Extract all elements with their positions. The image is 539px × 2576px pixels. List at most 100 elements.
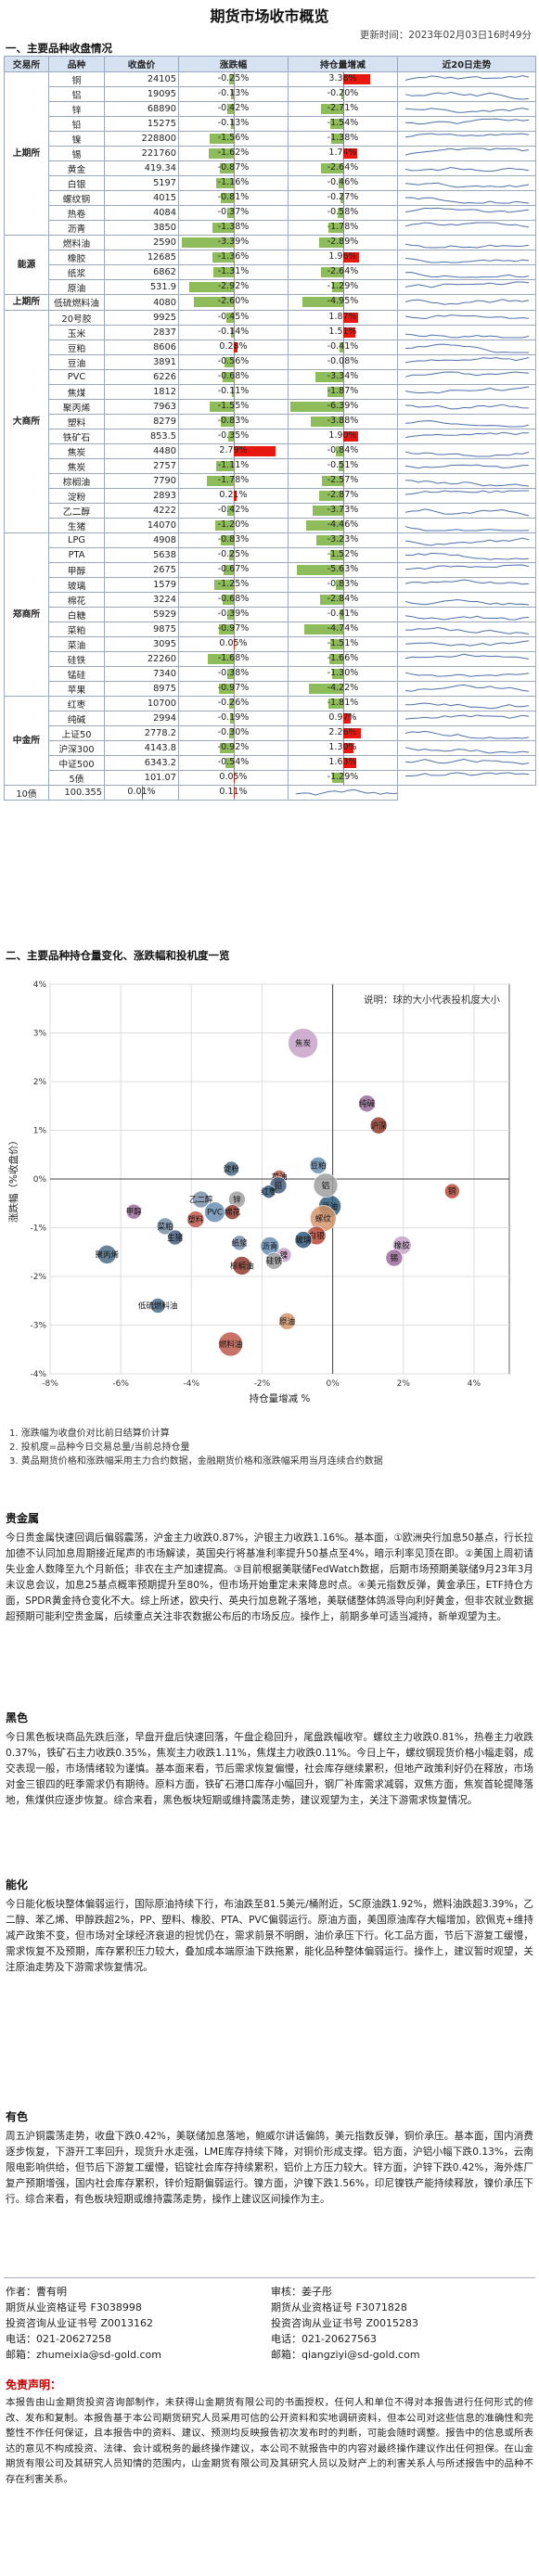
change-value: -0.87% xyxy=(217,162,250,173)
trend-sparkline xyxy=(288,785,398,801)
change-value: -1.31% xyxy=(217,266,250,276)
product-name: 沥青 xyxy=(48,220,105,236)
trend-line xyxy=(295,788,397,796)
table-row: 能源 燃料油 2590 -3.39% -2.89% xyxy=(4,235,536,295)
reviewer-email[interactable]: 邮箱：qiangziyi@sd-gold.com xyxy=(271,2349,420,2361)
change-cell: -1.20% xyxy=(178,518,289,533)
trend-line xyxy=(404,552,530,560)
trend-line xyxy=(404,166,530,173)
position-bar xyxy=(312,506,343,516)
change-cell: -0.83% xyxy=(178,532,289,548)
product-name: 20号胶 xyxy=(48,310,105,326)
position-cell: -1.54% xyxy=(288,116,398,132)
data-point-label: 螺纹 xyxy=(315,1214,332,1224)
change-value: -0.38% xyxy=(217,668,250,678)
y-tick-label: -2% xyxy=(30,1273,46,1282)
close-price: 2590 xyxy=(104,235,179,250)
trend-sparkline xyxy=(397,325,536,340)
change-bar xyxy=(214,580,234,590)
trend-sparkline xyxy=(397,86,536,102)
trend-sparkline xyxy=(397,696,536,711)
section-head-black: 黑色 xyxy=(6,1711,29,1724)
close-price: 8279 xyxy=(104,414,179,429)
table-row: 上证50 2778.2 -0.30% 2.26% xyxy=(5,725,536,741)
close-price: 22260 xyxy=(104,651,179,667)
position-value: 1.87% xyxy=(328,312,357,322)
position-value: -3.34% xyxy=(327,371,359,381)
chart-note: 说明：球的大小代表投机度大小 xyxy=(364,993,500,1006)
product-name: 棕榈油 xyxy=(48,473,105,489)
divider xyxy=(4,2277,535,2278)
position-cell: 0.11% xyxy=(178,785,289,801)
data-point-label: 红枣 xyxy=(261,1187,277,1198)
position-cell: 1.90% xyxy=(288,429,398,444)
position-value: 1.74% xyxy=(328,147,357,158)
table-row: 生猪 14070 -1.20% -4.46% xyxy=(5,518,536,533)
reviewer-name: 审核：姜子彤 xyxy=(271,2286,332,2298)
position-bar xyxy=(342,728,362,738)
change-cell: -0.37% xyxy=(178,205,289,221)
author-email[interactable]: 邮箱：zhumeixia@sd-gold.com xyxy=(6,2349,161,2361)
position-cell: -1.87% xyxy=(288,384,398,400)
change-bar xyxy=(229,74,234,84)
change-value: -0.83% xyxy=(217,534,250,545)
x-tick-label: -4% xyxy=(184,1379,200,1389)
change-value: -0.30% xyxy=(217,727,250,737)
position-bar xyxy=(327,698,343,709)
table-row: 玉米 2837 -0.14% 1.51% xyxy=(5,325,536,340)
position-bar xyxy=(342,74,371,84)
change-cell: -1.11% xyxy=(178,458,289,474)
change-cell: -0.19% xyxy=(178,711,289,726)
position-cell: -2.57% xyxy=(288,473,398,489)
trend-sparkline xyxy=(397,160,536,176)
change-cell: 0.28% xyxy=(178,340,289,355)
table-row: 豆粕 8606 0.28% -0.41% xyxy=(5,340,536,355)
position-value: -1.38% xyxy=(327,133,359,143)
change-bar xyxy=(233,342,238,352)
product-name: 铜 xyxy=(48,71,105,87)
trend-sparkline xyxy=(397,607,536,622)
position-cell: 1.51% xyxy=(288,325,398,340)
product-name: 玻璃 xyxy=(48,577,105,593)
data-point xyxy=(369,1116,388,1134)
change-value: -1.36% xyxy=(217,251,250,262)
data-point-label: 纯碱 xyxy=(359,1099,376,1109)
change-cell: -0.87% xyxy=(178,160,289,176)
data-point-label: 纸浆 xyxy=(232,1238,249,1249)
trend-line xyxy=(404,672,530,677)
close-price: 8606 xyxy=(104,340,179,355)
trend-sparkline xyxy=(397,205,536,221)
update-time: 更新时间：2023年02月03日16时49分 xyxy=(359,30,532,41)
close-price: 4222 xyxy=(104,503,179,519)
change-cell: -0.26% xyxy=(178,696,289,711)
change-cell: -0.25% xyxy=(178,71,289,87)
change-bar xyxy=(226,506,234,516)
product-name: 塑料 xyxy=(48,414,105,429)
position-value: -0.20% xyxy=(327,88,359,98)
data-point xyxy=(192,1190,210,1209)
trend-sparkline xyxy=(397,116,536,132)
change-value: -0.54% xyxy=(217,757,250,767)
change-cell: -3.39% xyxy=(178,235,289,250)
table-row: 焦炭 4480 2.79% -0.84% xyxy=(5,443,536,459)
change-bar xyxy=(194,297,234,307)
position-bar xyxy=(320,104,343,114)
trend-sparkline xyxy=(397,369,536,385)
change-cell: -0.14% xyxy=(178,325,289,340)
trend-line xyxy=(404,508,530,517)
data-point xyxy=(218,1331,243,1357)
trend-sparkline xyxy=(397,384,536,400)
change-cell: 2.79% xyxy=(178,443,289,459)
change-value: -0.19% xyxy=(217,712,250,723)
close-price: 853.5 xyxy=(104,429,179,444)
position-value: 0.11% xyxy=(219,787,248,797)
author-phone: 电话：021-20627258 xyxy=(6,2333,111,2345)
change-bar xyxy=(215,178,234,188)
position-bar xyxy=(340,193,343,203)
table-row: 铁矿石 853.5 -0.35% 1.90% xyxy=(5,429,536,444)
data-point-label: 棉花 xyxy=(225,1208,241,1218)
position-bar xyxy=(308,684,343,694)
close-price: 531.9 xyxy=(104,279,179,295)
table-row: 菜粕 9875 -0.97% -4.74% xyxy=(5,622,536,637)
position-value: 1.96% xyxy=(328,251,357,262)
